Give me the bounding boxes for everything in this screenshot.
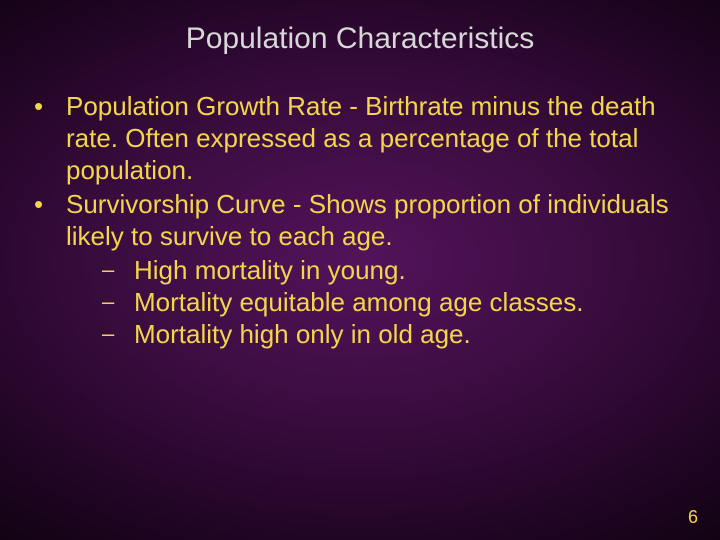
bullet-text: Survivorship Curve - Shows proportion of… (66, 188, 700, 252)
slide-title: Population Characteristics (0, 22, 720, 56)
bullet-icon: • (28, 188, 66, 220)
slide-content: • Population Growth Rate - Birthrate min… (0, 90, 720, 350)
dash-icon: – (100, 286, 134, 318)
sub-bullet-item: – Mortality high only in old age. (100, 318, 700, 350)
dash-icon: – (100, 254, 134, 286)
dash-icon: – (100, 318, 134, 350)
sub-bullet-text: Mortality equitable among age classes. (134, 286, 700, 318)
bullet-text: Population Growth Rate - Birthrate minus… (66, 90, 700, 186)
sub-bullet-list: – High mortality in young. – Mortality e… (28, 254, 700, 350)
bullet-bold: Population Growth Rate (66, 91, 342, 121)
sub-bullet-item: – High mortality in young. (100, 254, 700, 286)
bullet-item: • Survivorship Curve - Shows proportion … (28, 188, 700, 252)
bullet-bold: Survivorship Curve (66, 189, 286, 219)
page-number: 6 (688, 507, 698, 528)
sub-bullet-item: – Mortality equitable among age classes. (100, 286, 700, 318)
slide: Population Characteristics • Population … (0, 0, 720, 540)
sub-bullet-text: High mortality in young. (134, 254, 700, 286)
bullet-icon: • (28, 90, 66, 122)
bullet-item: • Population Growth Rate - Birthrate min… (28, 90, 700, 186)
sub-bullet-text: Mortality high only in old age. (134, 318, 700, 350)
